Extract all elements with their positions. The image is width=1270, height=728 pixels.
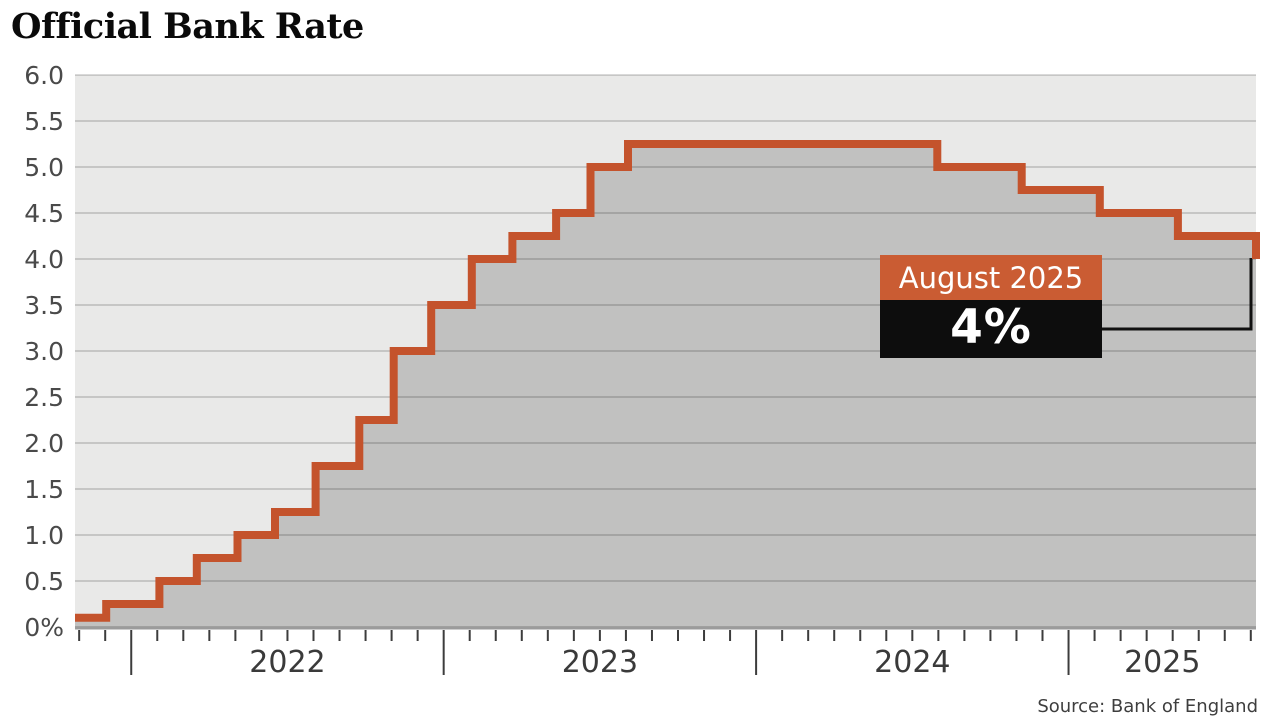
- y-axis-label: 0%: [24, 613, 64, 642]
- y-axis-label: 3.0: [24, 337, 64, 366]
- chart-title: Official Bank Rate: [11, 6, 364, 47]
- y-axis-label: 5.0: [24, 153, 64, 182]
- x-axis-year-label: 2022: [249, 645, 325, 680]
- y-axis-label: 5.5: [24, 107, 64, 136]
- y-axis-label: 0.5: [24, 567, 64, 596]
- rate-step-line: [75, 140, 1260, 622]
- x-axis-year-label: 2024: [874, 645, 950, 680]
- annotation-rate-value: 4%: [880, 300, 1102, 358]
- y-axis-label: 3.5: [24, 291, 64, 320]
- annotation-connector: [1102, 258, 1253, 331]
- y-axis-label: 1.5: [24, 475, 64, 504]
- annotation-date-label: August 2025: [880, 255, 1102, 300]
- y-axis-label: 6.0: [24, 61, 64, 90]
- y-axis-label: 4.5: [24, 199, 64, 228]
- x-axis-year-label: 2023: [562, 645, 638, 680]
- y-axis-label: 2.0: [24, 429, 64, 458]
- x-axis-year-label: 2025: [1124, 645, 1200, 680]
- y-axis-label: 1.0: [24, 521, 64, 550]
- y-axis-label: 2.5: [24, 383, 64, 412]
- annotation-callout: August 2025 4%: [880, 255, 1102, 358]
- source-attribution: Source: Bank of England: [1037, 696, 1258, 717]
- y-axis-label: 4.0: [24, 245, 64, 274]
